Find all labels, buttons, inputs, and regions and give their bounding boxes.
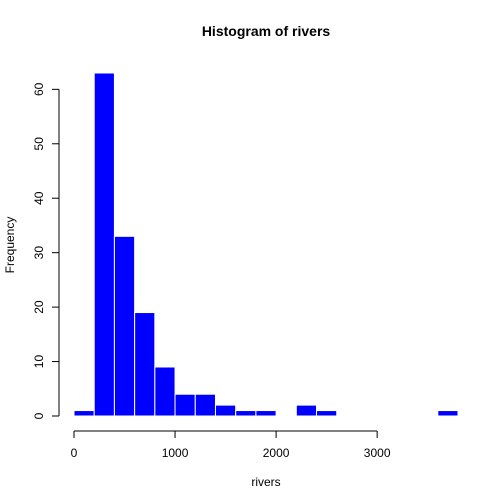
histogram-bar [214,404,237,417]
y-tick-label: 10 [32,355,46,369]
y-tick-label: 40 [32,191,46,205]
x-tick-label: 2000 [263,446,290,460]
y-tick-label: 50 [32,137,46,151]
y-tick-label: 20 [32,300,46,314]
histogram-bar [93,72,115,417]
x-tick-label: 3000 [364,446,391,460]
histogram-bar [437,410,459,417]
histogram-bar [295,404,318,417]
histogram-bar [154,366,176,417]
chart-title: Histogram of rivers [202,23,331,39]
x-tick-label: 1000 [162,446,189,460]
x-axis-label: rivers [251,475,280,489]
histogram-bar [235,410,257,417]
y-axis: 0 10 20 30 40 50 60 [32,82,60,419]
histogram-bar [73,410,95,417]
histogram-bar [255,410,277,417]
y-axis-label: Frequency [3,217,17,274]
y-tick-label: 30 [32,246,46,260]
histogram-bar [134,312,156,417]
y-tick-label: 0 [32,412,46,419]
x-tick-label: 0 [71,446,78,460]
histogram-bar [194,393,216,417]
histogram-bar [316,410,338,417]
y-tick-label: 60 [32,82,46,96]
histogram-bar [113,235,136,417]
bars-group [73,72,459,417]
x-axis: 0 1000 2000 3000 [71,430,391,460]
histogram-bar [174,393,196,417]
